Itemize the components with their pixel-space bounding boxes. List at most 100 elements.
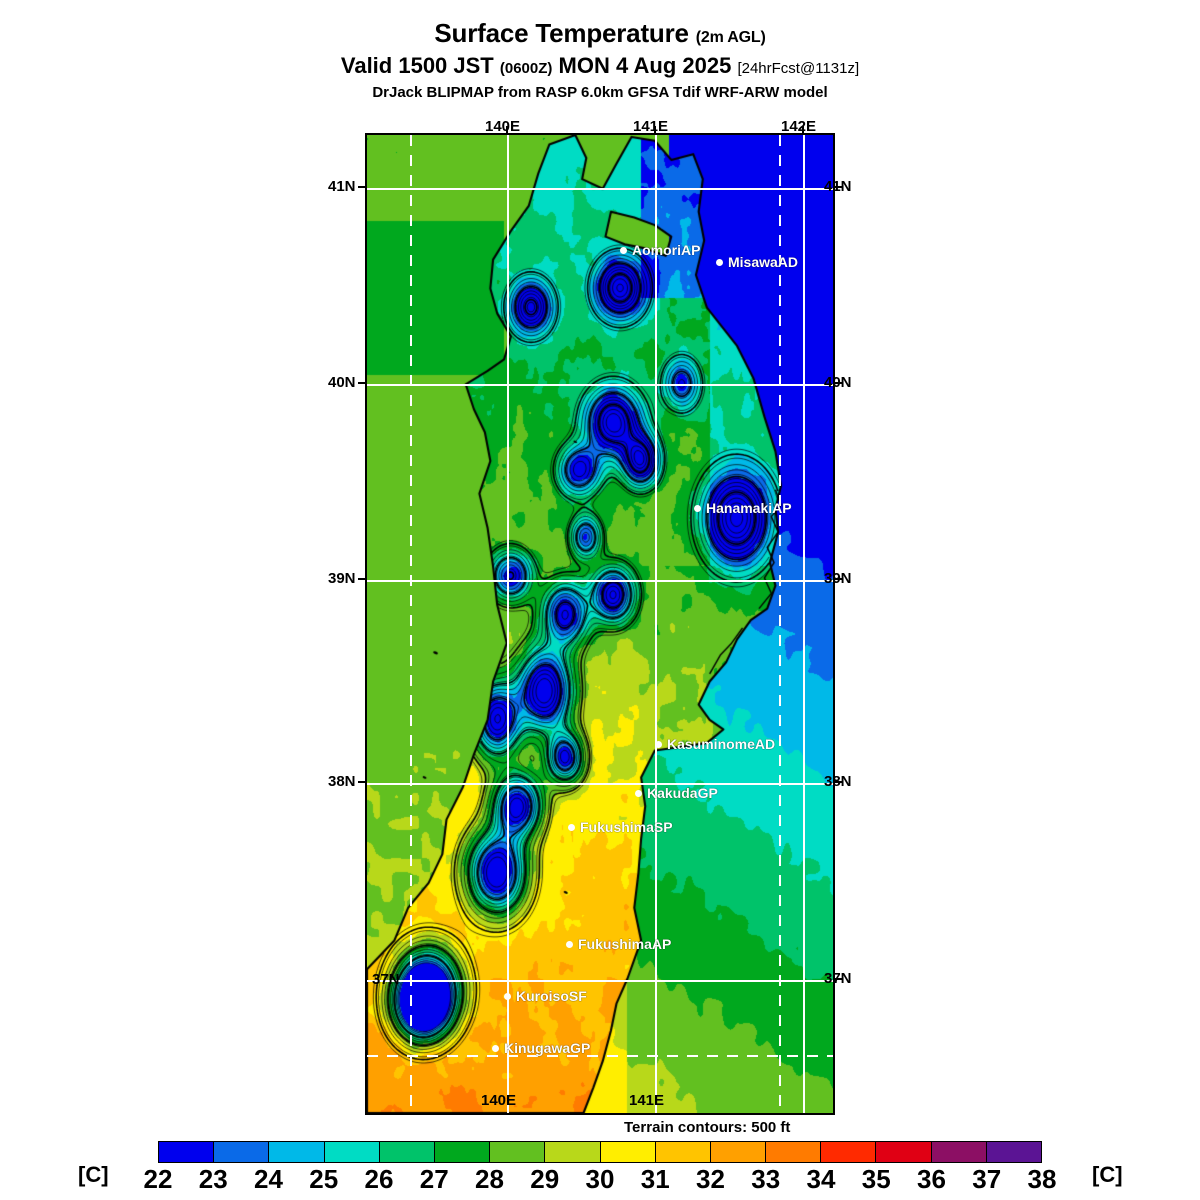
station-label: MisawaAD — [728, 254, 799, 270]
station-kinugawagp[interactable]: KinugawaGP — [492, 1040, 590, 1056]
colorbar-swatch — [490, 1142, 546, 1162]
station-hanamakiap[interactable]: HanamakiAP — [694, 500, 792, 516]
domain-box-left — [410, 135, 412, 1113]
axis-label-lat-40n-right: 40N — [824, 374, 852, 391]
axis-label-lat-38n-right: 38N — [824, 773, 852, 790]
colorbar-tick: 27 — [419, 1164, 449, 1194]
colorbar-swatch — [600, 1142, 656, 1162]
colorbar-swatch — [379, 1142, 435, 1162]
colorbar-swatch — [876, 1142, 932, 1162]
colorbar-swatch — [655, 1142, 711, 1162]
page-title: Surface Temperature (2m AGL) — [0, 20, 1200, 46]
axis-label-lon-142e-top: 142E — [781, 118, 817, 135]
colorbar-tick: 31 — [640, 1164, 670, 1194]
station-dot-icon — [620, 246, 627, 254]
map-plot-area: 37N 140E 141E AomoriAP MisawaAD Hanamaki… — [365, 133, 835, 1115]
colorbar-tick: 37 — [972, 1164, 1002, 1194]
valid-time-line: Valid 1500 JST (0600Z) MON 4 Aug 2025 [2… — [0, 55, 1200, 77]
axis-label-lat-41n-right: 41N — [824, 178, 852, 195]
colorbar-swatch — [766, 1142, 822, 1162]
forecast-run: [24hrFcst@1131z] — [737, 60, 860, 77]
colorbar-swatch — [214, 1142, 270, 1162]
tick-lon-top-142 — [802, 126, 804, 133]
temperature-field — [367, 135, 833, 1113]
colorbar-swatch — [821, 1142, 877, 1162]
colorbar-swatch — [545, 1142, 601, 1162]
colorbar-swatch — [931, 1142, 987, 1162]
colorbar-tick: 29 — [530, 1164, 560, 1194]
axis-label-lon-140e-top: 140E — [485, 118, 521, 135]
colorbar-tick: 33 — [751, 1164, 781, 1194]
tick-lat-right-37 — [835, 978, 842, 980]
tick-lat-left-38 — [358, 781, 365, 783]
station-kuroisosf[interactable]: KuroisoSF — [504, 988, 587, 1004]
inmap-lon-label-140e: 140E — [481, 1092, 517, 1109]
station-label: FukushimaSP — [580, 819, 673, 835]
colorbar-unit-left: [C] — [78, 1162, 109, 1187]
title-block: Surface Temperature (2m AGL) Valid 1500 … — [0, 0, 1200, 100]
colorbar-tick: 38 — [1027, 1164, 1057, 1194]
colorbar-tick: 22 — [143, 1164, 173, 1194]
station-fukushimaap[interactable]: FukushimaAP — [566, 936, 671, 952]
station-aomoriap[interactable]: AomoriAP — [620, 242, 700, 258]
colorbar-tick: 36 — [917, 1164, 946, 1194]
colorbar-swatch — [269, 1142, 325, 1162]
colorbar-swatch — [324, 1142, 380, 1162]
colorbar-tick: 23 — [198, 1164, 228, 1194]
tick-lat-right-40 — [835, 382, 842, 384]
colorbar-tick: 32 — [696, 1164, 725, 1194]
station-dot-icon — [566, 940, 573, 948]
valid-time-utc: (0600Z) — [499, 60, 553, 77]
colorbar-tick: 34 — [806, 1164, 836, 1194]
station-dot-icon — [694, 504, 701, 512]
title-main: Surface Temperature — [434, 18, 689, 48]
tick-lat-left-41 — [358, 186, 365, 188]
axis-label-lat-39n-right: 39N — [824, 570, 852, 587]
station-kakudagp[interactable]: KakudaGP — [635, 785, 718, 801]
tick-lat-left-39 — [358, 578, 365, 580]
colorbar-tick: 35 — [861, 1164, 891, 1194]
tick-lat-right-38 — [835, 781, 842, 783]
colorbar[interactable] — [158, 1141, 1042, 1163]
colorbar-tick: 28 — [475, 1164, 504, 1194]
tick-lon-top-141 — [654, 126, 656, 133]
station-dot-icon — [716, 258, 723, 266]
station-label: KakudaGP — [647, 785, 718, 801]
inmap-lon-label-141e: 141E — [629, 1092, 665, 1109]
station-label: AomoriAP — [632, 242, 701, 258]
axis-label-lat-41n-left: 41N — [328, 178, 356, 195]
terrain-contour-note: Terrain contours: 500 ft — [624, 1119, 791, 1136]
colorbar-swatch — [986, 1142, 1041, 1162]
station-label: KinugawaGP — [504, 1040, 591, 1056]
axis-label-lon-141e-top: 141E — [633, 118, 669, 135]
valid-time: Valid 1500 JST — [340, 53, 494, 78]
domain-box-right — [779, 135, 781, 1113]
model-source-line: DrJack BLIPMAP from RASP 6.0km GFSA Tdif… — [372, 84, 828, 101]
station-misawaad[interactable]: MisawaAD — [716, 254, 798, 270]
station-fukushimasp[interactable]: FukushimaSP — [568, 819, 673, 835]
station-kasuminomead[interactable]: KasuminomeAD — [655, 736, 775, 752]
station-dot-icon — [655, 740, 662, 748]
tick-lon-top-140 — [506, 126, 508, 133]
station-label: HanamakiAP — [706, 500, 792, 516]
domain-box-top — [367, 188, 833, 190]
station-label: KuroisoSF — [516, 988, 587, 1004]
station-dot-icon — [504, 992, 511, 1000]
inmap-lat-label-37n: 37N — [372, 971, 400, 988]
axis-label-lat-37n-right: 37N — [824, 970, 852, 987]
axis-label-lat-39n-left: 39N — [328, 570, 356, 587]
colorbar-tick-labels: 22 23 24 25 26 27 28 29 30 31 32 33 34 35 36 37 38 — [0, 1166, 1200, 1200]
colorbar-swatch — [434, 1142, 491, 1162]
station-dot-icon — [492, 1044, 499, 1052]
station-label: FukushimaAP — [578, 936, 672, 952]
axis-label-lat-38n-left: 38N — [328, 773, 356, 790]
colorbar-unit-right: [C] — [1092, 1162, 1123, 1187]
valid-date: MON 4 Aug 2025 — [558, 53, 732, 78]
axis-label-lat-40n-left: 40N — [328, 374, 356, 391]
station-label: KasuminomeAD — [667, 736, 776, 752]
colorbar-tick: 24 — [254, 1164, 283, 1194]
colorbar-swatch — [710, 1142, 767, 1162]
colorbar-tick: 26 — [364, 1164, 394, 1194]
colorbar-swatch — [159, 1142, 215, 1162]
station-dot-icon — [568, 823, 575, 831]
